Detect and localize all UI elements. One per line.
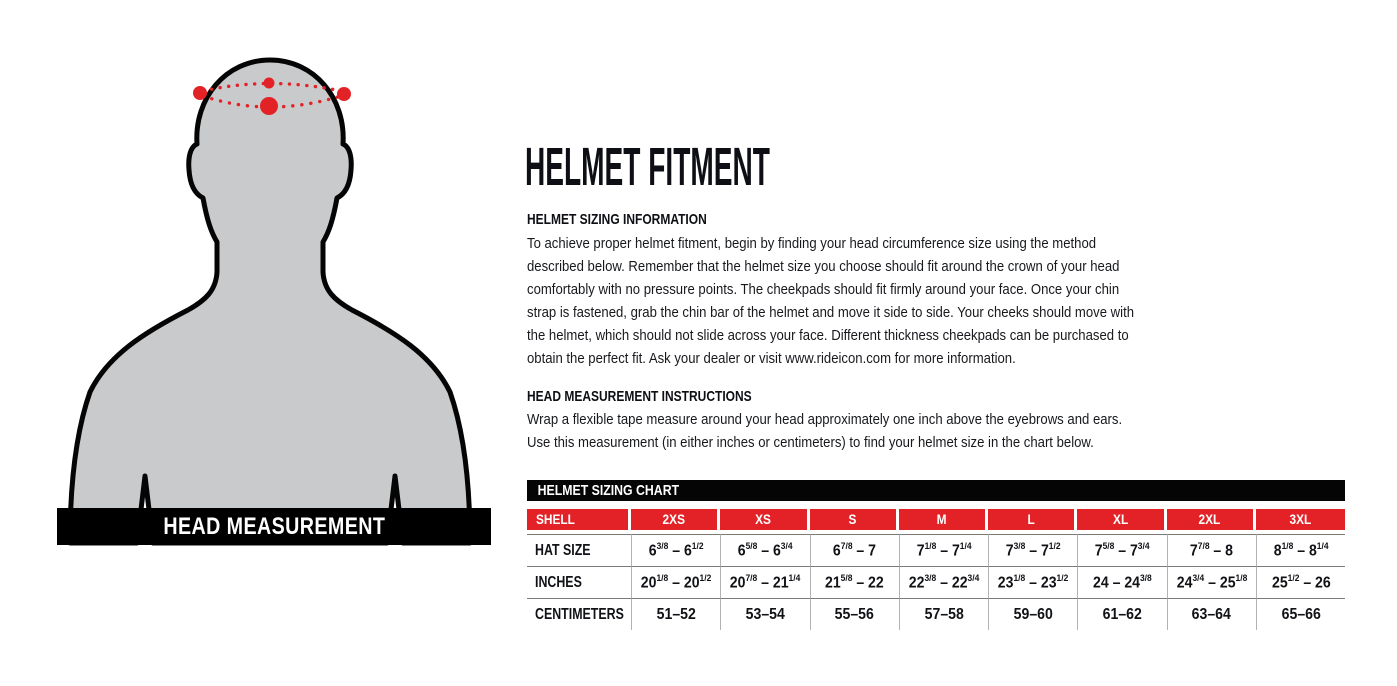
text-line: comfortably with no pressure points. The… xyxy=(527,281,1120,298)
size-value-cell: 65–66 xyxy=(1255,598,1345,630)
sizing-info-heading: HELMET SIZING INFORMATION xyxy=(527,211,707,228)
measurement-instructions-text: Wrap a flexible tape measure around your… xyxy=(527,408,1207,454)
row-label-hat-size: HAT SIZE xyxy=(527,534,631,566)
sizing-chart-header-row: SHELL 2XS XS S M L XL 2XL 3XL xyxy=(527,509,1345,530)
text-line: strap is fastened, grab the chin bar of … xyxy=(527,304,1135,321)
size-value-text: 251/2 – 26 xyxy=(1271,572,1331,592)
size-value-text: 65/8 – 63/4 xyxy=(737,540,793,560)
size-value-text: 67/8 – 7 xyxy=(833,540,877,560)
size-value-text: 243/4 – 251/8 xyxy=(1176,572,1247,592)
column-header-shell: SHELL xyxy=(527,509,631,530)
size-value-text: 77/8 – 8 xyxy=(1190,540,1234,560)
text-line: To achieve proper helmet fitment, begin … xyxy=(527,235,1097,252)
size-value-cell: 243/4 – 251/8 xyxy=(1166,566,1256,598)
column-header-label: S xyxy=(848,512,857,527)
size-value-text: 207/8 – 211/4 xyxy=(730,572,801,592)
column-header-label: M xyxy=(936,512,947,527)
sizing-info-text: To achieve proper helmet fitment, begin … xyxy=(527,232,1221,370)
size-value-cell: 77/8 – 8 xyxy=(1166,534,1256,566)
text-line: the helmet, which should not slide acros… xyxy=(527,327,1129,344)
tape-marker-dots xyxy=(193,77,351,115)
size-value-text: 59–60 xyxy=(1013,605,1053,623)
size-value-cell: 51–52 xyxy=(631,598,721,630)
text-line: obtain the perfect fit. Ask your dealer … xyxy=(527,350,1016,367)
column-header-label: 2XS xyxy=(662,512,686,527)
size-value-cell: 55–56 xyxy=(809,598,899,630)
text-line: Use this measurement (in either inches o… xyxy=(527,434,1094,451)
tape-dot-front-center xyxy=(260,97,278,115)
sizing-chart-title-bar: HELMET SIZING CHART xyxy=(527,480,1345,501)
head-silhouette-figure xyxy=(67,57,473,546)
size-value-text: 81/8 – 81/4 xyxy=(1273,540,1329,560)
size-value-text: 61–62 xyxy=(1102,605,1142,623)
size-value-text: 51–52 xyxy=(656,605,696,623)
size-value-text: 231/8 – 231/2 xyxy=(997,572,1069,592)
text-line: Wrap a flexible tape measure around your… xyxy=(527,411,1123,428)
head-measurement-banner-label: HEAD MEASUREMENT xyxy=(163,512,385,540)
size-value-cell: 65/8 – 63/4 xyxy=(720,534,810,566)
size-value-cell: 63–64 xyxy=(1166,598,1256,630)
size-value-cell: 53–54 xyxy=(720,598,810,630)
size-value-text: 71/8 – 71/4 xyxy=(916,540,972,560)
size-value-cell: 215/8 – 22 xyxy=(809,566,899,598)
size-value-cell: 231/8 – 231/2 xyxy=(988,566,1078,598)
column-header-size-xl: XL xyxy=(1077,509,1167,530)
size-value-cell: 24 – 243/8 xyxy=(1077,566,1167,598)
row-label-centimeters: CENTIMETERS xyxy=(527,598,631,630)
row-label-text: CENTIMETERS xyxy=(535,605,624,623)
size-value-cell: 223/8 – 223/4 xyxy=(898,566,988,598)
size-value-text: 75/8 – 73/4 xyxy=(1094,540,1150,560)
head-measurement-banner: HEAD MEASUREMENT xyxy=(57,508,491,545)
size-value-cell: 71/8 – 71/4 xyxy=(898,534,988,566)
column-header-label: 2XL xyxy=(1198,512,1221,527)
text-line: described below. Remember that the helme… xyxy=(527,258,1120,275)
sizing-chart-title: HELMET SIZING CHART xyxy=(537,482,680,499)
column-header-label: L xyxy=(1027,512,1035,527)
column-header-size-3xl: 3XL xyxy=(1255,509,1345,530)
column-header-size-2xs: 2XS xyxy=(631,509,721,530)
size-value-cell: 81/8 – 81/4 xyxy=(1255,534,1345,566)
size-value-text: 55–56 xyxy=(835,605,875,623)
column-header-size-m: M xyxy=(898,509,988,530)
size-value-text: 65–66 xyxy=(1281,605,1321,623)
tape-dot-right xyxy=(337,87,351,101)
size-value-cell: 201/8 – 201/2 xyxy=(631,566,721,598)
column-header-size-2xl: 2XL xyxy=(1166,509,1256,530)
size-value-cell: 67/8 – 7 xyxy=(809,534,899,566)
column-header-label: SHELL xyxy=(536,512,575,527)
size-value-cell: 61–62 xyxy=(1077,598,1167,630)
size-value-text: 223/8 – 223/4 xyxy=(908,572,980,592)
size-value-text: 63–64 xyxy=(1192,605,1232,623)
size-value-cell: 251/2 – 26 xyxy=(1255,566,1345,598)
size-value-cell: 59–60 xyxy=(988,598,1078,630)
column-header-size-xs: XS xyxy=(720,509,810,530)
size-value-cell: 207/8 – 211/4 xyxy=(720,566,810,598)
size-value-text: 73/8 – 71/2 xyxy=(1005,540,1061,560)
tape-dot-top-center xyxy=(263,77,275,89)
size-value-cell: 57–58 xyxy=(898,598,988,630)
size-value-cell: 73/8 – 71/2 xyxy=(988,534,1078,566)
size-value-text: 53–54 xyxy=(745,605,785,623)
column-header-size-s: S xyxy=(809,509,899,530)
column-header-label: 3XL xyxy=(1289,512,1312,527)
size-value-text: 24 – 243/8 xyxy=(1093,572,1152,592)
size-value-cell: 63/8 – 61/2 xyxy=(631,534,721,566)
page-title: HELMET FITMENT xyxy=(525,137,770,197)
row-label-text: INCHES xyxy=(535,573,582,591)
column-header-size-l: L xyxy=(988,509,1078,530)
tape-dot-left xyxy=(193,86,207,100)
column-header-label: XL xyxy=(1112,512,1128,527)
body-silhouette xyxy=(67,57,473,546)
row-label-text: HAT SIZE xyxy=(535,541,591,559)
size-value-text: 57–58 xyxy=(924,605,964,623)
measurement-instructions-heading: HEAD MEASUREMENT INSTRUCTIONS xyxy=(527,388,752,405)
size-value-text: 63/8 – 61/2 xyxy=(648,540,704,560)
sizing-chart-body: HAT SIZE 63/8 – 61/2 65/8 – 63/4 67/8 – 7 71… xyxy=(527,534,1345,630)
size-value-text: 215/8 – 22 xyxy=(825,572,884,592)
column-header-label: XS xyxy=(755,512,772,527)
size-value-cell: 75/8 – 73/4 xyxy=(1077,534,1167,566)
size-value-text: 201/8 – 201/2 xyxy=(640,572,712,592)
row-label-inches: INCHES xyxy=(527,566,631,598)
